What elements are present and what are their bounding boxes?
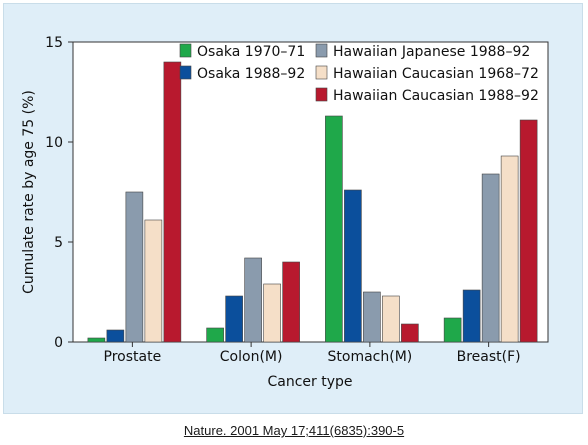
- y-tick-label: 15: [45, 35, 63, 51]
- citation-link[interactable]: Nature. 2001 May 17;411(6835):390-5: [183, 423, 405, 438]
- legend-swatch: [315, 87, 328, 102]
- x-tick-label: Stomach(M): [328, 349, 413, 365]
- bar-colon-m--series-1: [225, 295, 243, 343]
- bar-stomach-m--series-1: [344, 189, 362, 343]
- x-axis-title: Cancer type: [267, 374, 352, 390]
- y-tick-label: 5: [54, 235, 63, 251]
- bar-stomach-m--series-0: [325, 115, 343, 343]
- legend: Osaka 1970–71 Osaka 1988–92 Hawaiian Japan…: [179, 43, 539, 104]
- bar-breast-f--series-3: [500, 155, 519, 343]
- y-axis: 0 5 10 15: [45, 35, 73, 351]
- x-tick-label: Breast(F): [457, 349, 521, 365]
- x-tick-label: Colon(M): [220, 349, 283, 365]
- bar-breast-f--series-4: [519, 119, 538, 343]
- bars-group: [87, 61, 538, 343]
- x-axis: Prostate Colon(M) Stomach(M) Breast(F): [104, 342, 521, 365]
- legend-label: Hawaiian Caucasian 1988–92: [333, 88, 539, 104]
- legend-swatch: [179, 65, 192, 80]
- bar-colon-m--series-0: [206, 327, 224, 343]
- bar-colon-m--series-4: [282, 261, 300, 343]
- bar-prostate-series-2: [125, 191, 144, 343]
- legend-label: Hawaiian Japanese 1988–92: [333, 44, 530, 60]
- bar-breast-f--series-1: [462, 289, 481, 343]
- y-axis-title: Cumulate rate by age 75 (%): [21, 90, 37, 294]
- legend-label: Osaka 1988–92: [197, 66, 305, 82]
- bar-colon-m--series-3: [263, 283, 281, 343]
- legend-label: Osaka 1970–71: [197, 44, 305, 60]
- bar-stomach-m--series-4: [401, 323, 419, 343]
- bar-stomach-m--series-3: [382, 295, 400, 343]
- bar-prostate-series-3: [144, 219, 163, 343]
- bar-colon-m--series-2: [244, 257, 262, 343]
- x-tick-label: Prostate: [104, 349, 162, 365]
- bar-prostate-series-1: [106, 329, 125, 343]
- bar-breast-f--series-0: [443, 317, 462, 343]
- bar-breast-f--series-2: [481, 173, 500, 343]
- legend-label: Hawaiian Caucasian 1968–72: [333, 66, 539, 82]
- legend-swatch: [315, 65, 328, 80]
- bar-prostate-series-4: [163, 61, 182, 343]
- bar-stomach-m--series-2: [363, 291, 381, 343]
- bar-prostate-series-0: [87, 337, 106, 343]
- legend-swatch: [315, 43, 328, 58]
- y-tick-label: 10: [45, 135, 63, 151]
- y-tick-label: 0: [54, 335, 63, 351]
- legend-swatch: [179, 43, 192, 58]
